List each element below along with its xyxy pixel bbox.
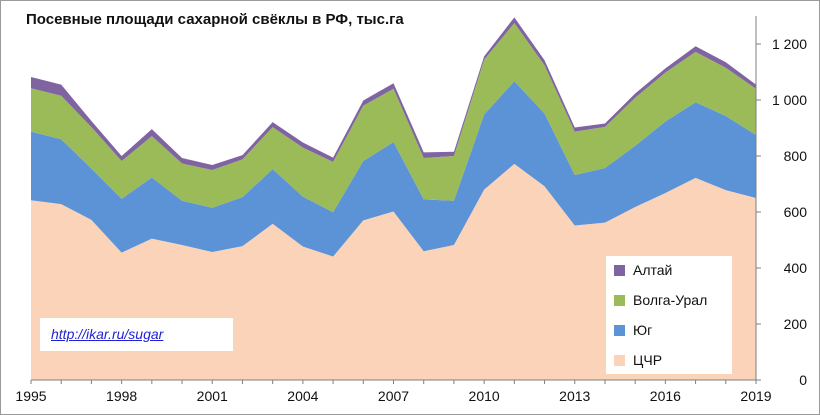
legend-swatch — [614, 295, 625, 306]
x-tick-label: 2013 — [559, 388, 590, 404]
x-tick-label: 2001 — [197, 388, 228, 404]
x-tick-label: 2007 — [378, 388, 409, 404]
y-tick-label: 0 — [799, 372, 807, 388]
legend-label: ЦЧР — [633, 352, 663, 368]
legend-label: Юг — [633, 322, 653, 338]
x-tick-label: 2010 — [469, 388, 500, 404]
x-tick-label: 2016 — [650, 388, 681, 404]
legend-item: Алтай — [614, 262, 672, 278]
legend-item: ЦЧР — [614, 352, 662, 368]
y-tick-label: 200 — [784, 316, 808, 332]
legend-swatch — [614, 355, 625, 366]
legend-label: Алтай — [633, 262, 673, 278]
source-link-box: http://ikar.ru/sugar — [40, 318, 233, 351]
y-tick-label: 800 — [784, 148, 808, 164]
legend-swatch — [614, 265, 625, 276]
y-tick-label: 600 — [784, 204, 808, 220]
chart-legend: Алтай Волга-Урал Юг ЦЧР — [606, 256, 732, 374]
area-series-2 — [31, 81, 756, 257]
legend-item: Юг — [614, 322, 652, 338]
x-tick-label: 2019 — [740, 388, 771, 404]
source-link[interactable]: http://ikar.ru/sugar — [51, 326, 164, 342]
area-series-3 — [31, 23, 756, 213]
y-tick-label: 1 000 — [772, 92, 807, 108]
x-tick-label: 1998 — [106, 388, 137, 404]
legend-label: Волга-Урал — [633, 292, 708, 308]
chart-title: Посевные площади сахарной свёклы в РФ, т… — [26, 11, 404, 28]
legend-item: Волга-Урал — [614, 292, 707, 308]
y-tick-label: 1 200 — [772, 36, 807, 52]
x-tick-label: 2004 — [287, 388, 318, 404]
legend-swatch — [614, 325, 625, 336]
x-tick-label: 1995 — [15, 388, 46, 404]
axes-group: 1995 1998 2001 2004 2007 2010 2013 2016 2019 0 200… — [15, 16, 807, 404]
y-tick-label: 400 — [784, 260, 808, 276]
